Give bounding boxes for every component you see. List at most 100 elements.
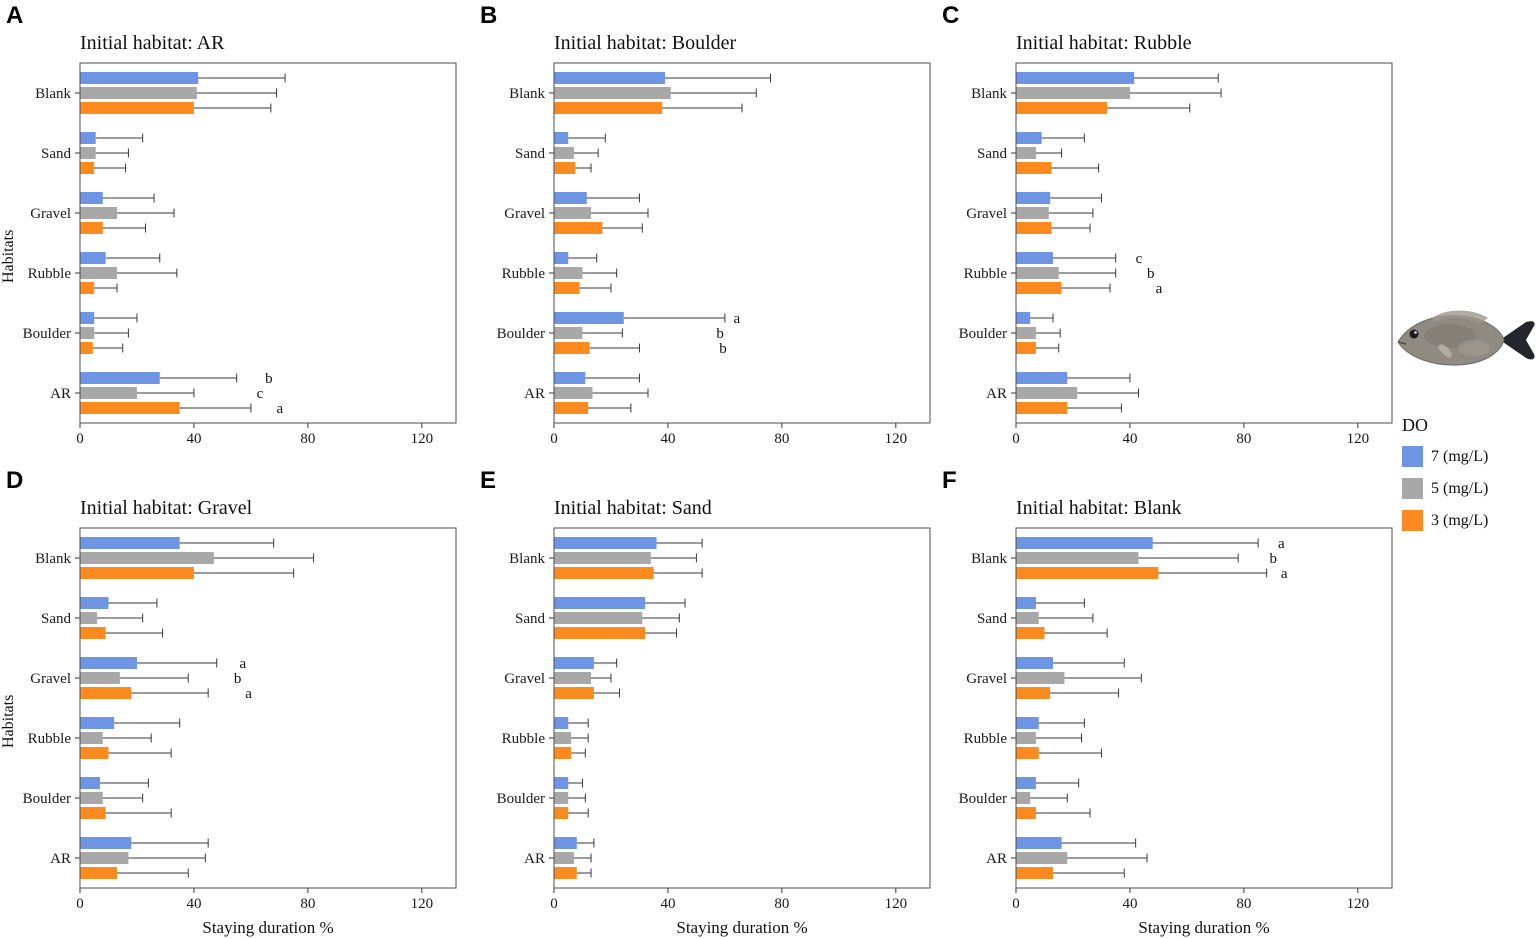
x-tick-label: 120 (411, 431, 434, 447)
significance-letter: a (277, 401, 284, 417)
x-tick-label: 40 (186, 431, 201, 447)
bar (553, 327, 583, 339)
y-tick-label: Rubble (28, 731, 72, 747)
bar (553, 552, 651, 564)
bar (553, 687, 594, 699)
legend: DO 7 (mg/L) 5 (mg/L) 3 (mg/L) (1402, 415, 1488, 542)
y-tick-label: AR (524, 851, 545, 867)
legend-title: DO (1402, 415, 1428, 435)
bar (1015, 207, 1049, 219)
significance-letter: b (234, 671, 242, 687)
panel-b: B Initial habitat: Boulder 0 40 80 120 Blank… (474, 0, 936, 465)
bar (553, 852, 574, 864)
bar (553, 387, 593, 399)
plot-border (553, 527, 931, 889)
y-tick-label: Boulder (23, 791, 71, 807)
bar (80, 222, 103, 234)
x-tick-label: 40 (1122, 896, 1137, 912)
bar (1015, 72, 1135, 84)
y-tick-label: Sand (515, 146, 546, 162)
panel-f: F Initial habitat: Blank 0 40 80 120 Blank Sa… (936, 465, 1398, 937)
legend-entry: 7 (mg/L) (1402, 446, 1488, 467)
bar (553, 342, 590, 354)
panel-title: Initial habitat: Gravel (80, 497, 253, 519)
bar (80, 777, 100, 789)
panel-c: C Initial habitat: Rubble 0 40 80 120 Blank S… (936, 0, 1398, 465)
y-tick-label: Blank (509, 86, 545, 102)
bar (1015, 192, 1051, 204)
bar (80, 747, 109, 759)
bar (80, 537, 180, 549)
panel-title: Initial habitat: Rubble (1016, 32, 1192, 54)
legend-label: 5 (mg/L) (1431, 479, 1489, 497)
bar (80, 657, 137, 669)
y-tick-label: Sand (515, 611, 546, 627)
plot-border (1015, 62, 1393, 424)
bar (553, 792, 569, 804)
bar (80, 312, 95, 324)
x-tick-label: 40 (1122, 431, 1137, 447)
bar (553, 72, 666, 84)
bar (553, 657, 594, 669)
legend-entry: 5 (mg/L) (1402, 478, 1488, 499)
chart-b: 0 40 80 120 Blank Sand Gravel Rubble Boulder AR ab… (497, 62, 931, 447)
y-tick-label: Sand (977, 146, 1008, 162)
significance-letter: a (240, 656, 247, 672)
bar (553, 282, 580, 294)
y-tick-label: Rubble (502, 266, 546, 282)
fish-dorsal-fin (1432, 310, 1488, 324)
bar (80, 672, 120, 684)
bar (1015, 162, 1052, 174)
y-tick-label: Blank (35, 86, 71, 102)
bar (80, 552, 214, 564)
bar (80, 402, 180, 414)
chart-f: 0 40 80 120 Blank Sand Gravel Rubble Boulder AR ab… (959, 527, 1393, 912)
significance-letter: b (1269, 551, 1277, 567)
fish-photo (1388, 300, 1536, 389)
x-tick-label: 80 (774, 896, 789, 912)
bar (80, 867, 118, 879)
bar (80, 87, 197, 99)
significance-letter: b (265, 371, 273, 387)
y-tick-label: Boulder (23, 326, 71, 342)
y-tick-label: Boulder (497, 791, 545, 807)
y-axis-label (936, 524, 954, 918)
y-tick-label: AR (50, 851, 71, 867)
y-tick-label: Blank (509, 551, 545, 567)
bar (80, 732, 103, 744)
fish-mottle (1458, 340, 1490, 356)
x-tick-label: 0 (1012, 431, 1020, 447)
bar (1015, 597, 1036, 609)
y-axis-label (474, 59, 492, 453)
bar (553, 837, 577, 849)
bar (553, 132, 569, 144)
y-tick-label: Blank (971, 86, 1007, 102)
bar (1015, 687, 1051, 699)
bar (80, 162, 95, 174)
bar (80, 282, 95, 294)
bar (80, 597, 109, 609)
bar (80, 327, 95, 339)
x-tick-label: 120 (1346, 431, 1369, 447)
y-tick-label: Boulder (497, 326, 545, 342)
significance-letter: b (716, 326, 724, 342)
y-axis-label: Habitats (0, 229, 17, 283)
y-tick-label: Gravel (30, 671, 71, 687)
bar (553, 312, 624, 324)
significance-letter: a (1155, 281, 1162, 297)
panel-title: Initial habitat: Blank (1016, 497, 1182, 519)
bar (553, 267, 583, 279)
bar (1015, 792, 1031, 804)
bar (80, 207, 118, 219)
legend-label: 7 (mg/L) (1431, 447, 1489, 465)
bar (553, 747, 572, 759)
fish-eye-highlight (1414, 331, 1417, 334)
legend-swatch-5mg (1402, 478, 1423, 499)
bar (1015, 282, 1062, 294)
legend-swatch-7mg (1402, 446, 1423, 467)
bar (80, 372, 160, 384)
x-axis-label: Staying duration % (676, 918, 808, 937)
bar (1015, 537, 1153, 549)
significance-letter: a (245, 686, 252, 702)
bar (553, 567, 654, 579)
